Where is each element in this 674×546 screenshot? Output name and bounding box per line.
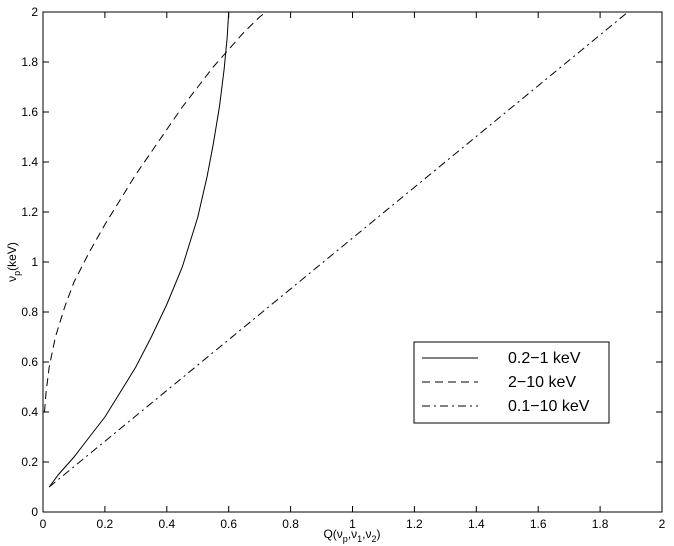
y-tick-label: 0.2 xyxy=(21,455,38,469)
y-tick-label: 1.4 xyxy=(21,155,38,169)
y-tick-label: 1.6 xyxy=(21,105,38,119)
y-tick-label: 2 xyxy=(31,5,38,19)
legend-label-2: 0.1−10 keV xyxy=(508,398,590,415)
legend: 0.2−1 keV 2−10 keV 0.1−10 keV xyxy=(413,341,610,424)
x-tick-label: 1.6 xyxy=(530,517,547,531)
x-tick-label: 0.8 xyxy=(282,517,299,531)
axis-ticks xyxy=(42,11,663,513)
y-tick-label: 1.8 xyxy=(21,55,38,69)
y-tick-label: 0.6 xyxy=(21,355,38,369)
x-tick-label: 1 xyxy=(349,517,356,531)
series-group xyxy=(44,11,629,488)
y-tick-label: 0.4 xyxy=(21,405,38,419)
x-tick-label: 0.6 xyxy=(220,517,237,531)
x-tick-label: 0 xyxy=(40,517,47,531)
x-axis-label: Q(νp,ν1,ν2) xyxy=(323,527,380,544)
plot-area xyxy=(42,11,663,513)
x-tick-label: 0.4 xyxy=(158,517,175,531)
series-line-0 xyxy=(48,11,230,488)
x-tick-label: 1.2 xyxy=(406,517,423,531)
legend-label-1: 2−10 keV xyxy=(508,374,576,391)
legend-label-0: 0.2−1 keV xyxy=(508,350,581,367)
y-axis-label: νp(keV) xyxy=(5,242,22,282)
y-tick-label: 1 xyxy=(31,255,38,269)
y-tick-label: 0 xyxy=(31,505,38,519)
y-tick-label: 1.2 xyxy=(21,205,38,219)
x-tick-label: 0.2 xyxy=(97,517,114,531)
y-tick-label: 0.8 xyxy=(21,305,38,319)
legend-box xyxy=(413,341,610,424)
x-tick-label: 1.8 xyxy=(592,517,609,531)
x-tick-label: 1.4 xyxy=(468,517,485,531)
tick-labels: 0 0.2 0.4 0.6 0.8 1 1.2 1.4 1.6 1.8 2 0 0.2 0.4 0.6 0.8… xyxy=(21,5,665,531)
x-tick-label: 2 xyxy=(659,517,666,531)
